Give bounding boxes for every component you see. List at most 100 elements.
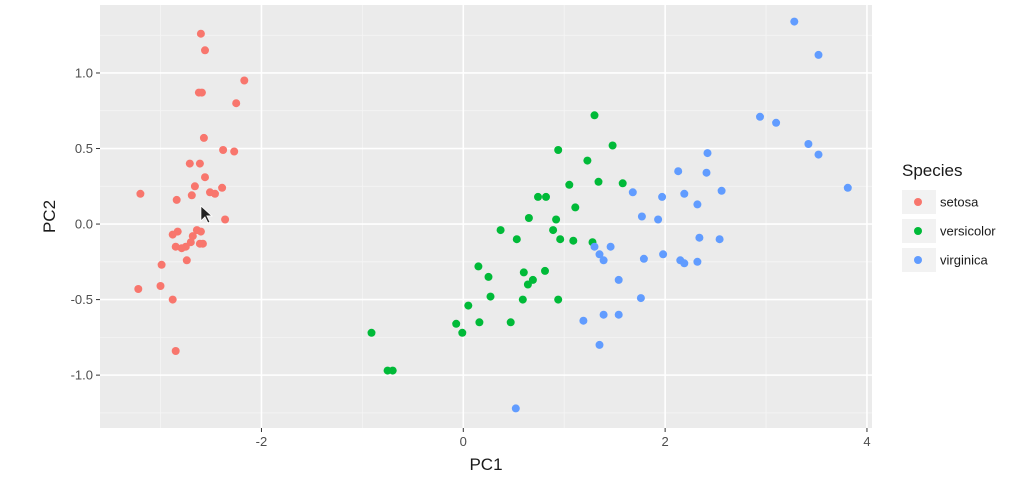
legend-swatch-versicolor	[914, 227, 922, 235]
virginica-point	[636, 294, 645, 303]
versicolor-point	[496, 226, 505, 235]
virginica-point	[680, 259, 689, 268]
versicolor-point	[552, 215, 561, 224]
virginica-point	[702, 168, 711, 177]
virginica-point	[804, 140, 813, 148]
versicolor-point	[519, 268, 528, 277]
setosa-point	[168, 295, 177, 304]
virginica-point	[614, 275, 623, 284]
versicolor-point	[554, 146, 563, 154]
virginica-point	[628, 188, 637, 197]
versicolor-point	[388, 366, 397, 375]
x-tick-label: -2	[256, 434, 268, 449]
y-tick-label: 1.0	[75, 65, 93, 80]
setosa-point	[195, 239, 204, 248]
setosa-point	[201, 46, 209, 55]
versicolor-point	[518, 295, 527, 304]
virginica-point	[790, 17, 799, 26]
versicolor-point	[556, 235, 565, 244]
legend-label-versicolor: versicolor	[940, 224, 996, 239]
x-tick-label: 4	[863, 434, 870, 449]
setosa-point	[187, 191, 196, 200]
setosa-point	[196, 29, 205, 38]
virginica-point	[606, 242, 615, 251]
versicolor-point	[524, 214, 533, 222]
virginica-point	[639, 254, 648, 263]
x-axis-title: PC1	[469, 455, 502, 474]
setosa-point	[188, 232, 197, 241]
versicolor-point	[474, 262, 483, 271]
versicolor-point	[554, 295, 563, 304]
virginica-point	[614, 310, 623, 319]
setosa-point	[221, 215, 230, 224]
virginica-point	[674, 167, 683, 176]
virginica-point	[814, 150, 823, 159]
virginica-point	[659, 250, 668, 259]
virginica-point	[756, 112, 764, 121]
virginica-point	[658, 192, 667, 201]
setosa-point	[171, 347, 180, 355]
virginica-point	[717, 186, 726, 195]
versicolor-point	[569, 236, 578, 245]
setosa-point	[240, 76, 249, 85]
setosa-point	[201, 173, 209, 182]
virginica-point	[715, 235, 724, 244]
x-tick-label: 2	[662, 434, 669, 449]
legend-label-virginica: virginica	[940, 253, 988, 268]
virginica-point	[579, 316, 588, 325]
virginica-point	[695, 233, 704, 242]
setosa-point	[232, 99, 241, 108]
virginica-point	[693, 257, 702, 266]
virginica-point	[772, 118, 781, 127]
versicolor-point	[484, 272, 493, 281]
versicolor-point	[506, 318, 515, 327]
virginica-point	[703, 149, 712, 158]
setosa-point	[168, 230, 177, 239]
setosa-point	[196, 227, 205, 236]
virginica-point	[599, 256, 608, 265]
y-tick-label: 0.0	[75, 217, 93, 232]
versicolor-point	[594, 177, 603, 186]
legend-title: Species	[902, 161, 962, 180]
setosa-point	[230, 147, 239, 156]
plot-panel	[100, 5, 872, 428]
versicolor-point	[542, 192, 550, 201]
virginica-point	[680, 189, 689, 198]
versicolor-point	[549, 226, 558, 235]
virginica-point	[637, 212, 646, 221]
setosa-point	[182, 256, 191, 265]
x-tick-label: 0	[460, 434, 467, 449]
versicolor-point	[475, 318, 484, 327]
setosa-point	[177, 244, 186, 253]
y-tick-label: 0.5	[75, 141, 93, 156]
versicolor-point	[464, 301, 473, 310]
setosa-point	[136, 189, 145, 198]
setosa-point	[195, 159, 204, 168]
setosa-point	[219, 146, 228, 154]
panel-background	[100, 5, 872, 428]
versicolor-point	[534, 192, 542, 201]
versicolor-point	[486, 292, 495, 301]
legend-swatch-setosa	[914, 198, 922, 206]
setosa-point	[211, 189, 219, 198]
setosa-point	[172, 195, 181, 204]
legend-swatch-virginica	[914, 256, 922, 264]
setosa-point	[190, 182, 199, 191]
y-tick-label: -0.5	[71, 292, 93, 307]
setosa-point	[134, 285, 143, 293]
versicolor-point	[590, 111, 599, 120]
versicolor-point	[541, 266, 549, 275]
versicolor-point	[565, 180, 574, 189]
virginica-point	[595, 250, 604, 259]
mouse-cursor-icon	[200, 205, 213, 224]
legend-label-setosa: setosa	[940, 195, 979, 210]
axes: -2 0 2 4 -1.0 -0.5 0.0 0.5 1.0	[71, 65, 871, 449]
setosa-point	[171, 242, 180, 251]
setosa-point	[218, 183, 227, 192]
virginica-point	[654, 215, 663, 224]
y-axis-title: PC2	[40, 200, 59, 233]
versicolor-point	[452, 319, 461, 328]
setosa-point	[194, 88, 203, 97]
virginica-point	[599, 310, 608, 319]
